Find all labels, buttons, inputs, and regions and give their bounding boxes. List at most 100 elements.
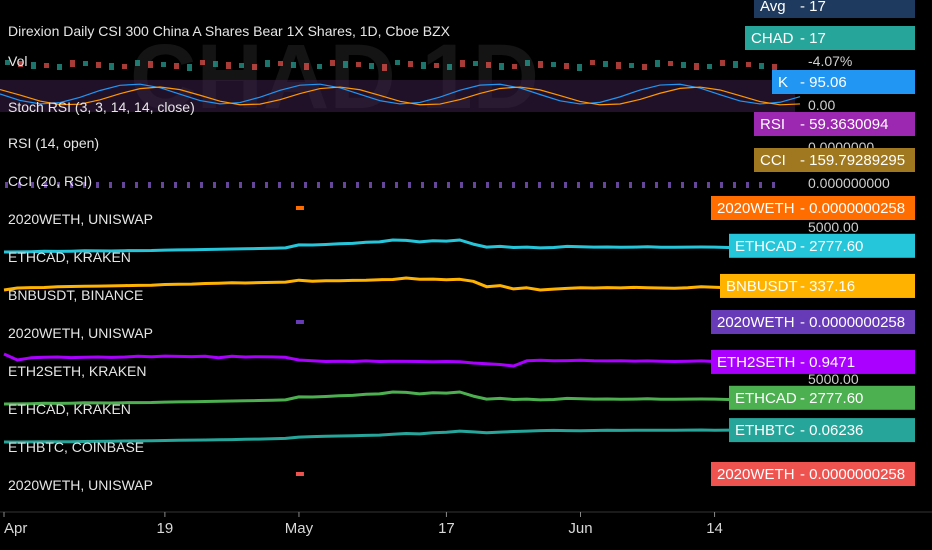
series-line [3, 390, 796, 406]
cci-bar [499, 182, 502, 188]
volume-bar [707, 64, 712, 69]
volume-bar [343, 61, 348, 68]
series-tag-text: ETHCAD [735, 390, 797, 407]
cci-bar [486, 182, 489, 188]
cci-bar [681, 182, 684, 188]
series-tag-text: ETH2SETH [717, 354, 795, 371]
volume-bar [694, 63, 699, 70]
volume-bar [5, 60, 10, 65]
series-value-text: - 0.9471 [800, 354, 855, 371]
volume-bar [213, 61, 218, 67]
cci-bar [304, 182, 307, 188]
volume-bar [291, 62, 296, 68]
series-value-text: - 0.06236 [800, 422, 863, 439]
cci-bar [447, 182, 450, 188]
volume-bar [252, 64, 257, 70]
volume-bar [317, 64, 322, 69]
volume-bar [486, 62, 491, 68]
volume-bar [200, 60, 205, 65]
volume-bar [473, 61, 478, 66]
volume-bar [642, 64, 647, 70]
series-line [3, 238, 796, 254]
top-sub-text: 0.00 [808, 97, 835, 113]
chart-title: Direxion Daily CSI 300 China A Shares Be… [8, 23, 451, 39]
cci-bar [213, 182, 216, 188]
volume-bar [265, 60, 270, 67]
cci-bar [278, 182, 281, 188]
volume-bar [603, 61, 608, 67]
top-value-text: - 17 [800, 30, 826, 47]
series-value-box [795, 233, 915, 258]
series-marker [295, 206, 304, 210]
cci-bar [239, 182, 242, 188]
series-sub-label: 5000.00 [808, 219, 859, 235]
cci-bar [135, 182, 138, 188]
volume-bar [226, 62, 231, 69]
top-tag-box [754, 112, 795, 136]
stoch-d-line [0, 86, 801, 106]
volume-bar [330, 60, 335, 66]
volume-bar [681, 62, 686, 68]
volume-bar [382, 64, 387, 71]
series-label: ETH2SETH, KRAKEN [8, 363, 146, 379]
volume-bar [447, 64, 452, 70]
cci-bar [96, 182, 99, 188]
series-value-box [795, 385, 915, 410]
series-value-box [795, 310, 915, 334]
cci-bar [18, 182, 21, 188]
series-tag-box [729, 418, 795, 443]
cci-bar [148, 182, 151, 188]
series-value-text: - 2777.60 [800, 238, 863, 255]
series-tag-text: 2020WETH [717, 466, 795, 483]
cci-bar [395, 182, 398, 188]
cci-bar [343, 182, 346, 188]
cci-bar [382, 182, 385, 188]
cci-bar [577, 182, 580, 188]
volume-bar [70, 60, 75, 67]
volume-bar [733, 61, 738, 68]
cci-bar [603, 182, 606, 188]
volume-bar [525, 60, 530, 66]
volume-bar [746, 62, 751, 67]
series-label: ETHCAD, KRAKEN [8, 249, 131, 265]
cci-bar [473, 182, 476, 188]
series-value-text: - 0.0000000258 [800, 200, 905, 217]
cci-bar [252, 182, 255, 188]
cci-bar [122, 182, 125, 188]
volume-bar [122, 64, 127, 69]
cci-bar [590, 182, 593, 188]
cci-bar [694, 182, 697, 188]
stoch-k-line [0, 83, 801, 105]
cci-bar [733, 182, 736, 188]
series-line [4, 428, 795, 444]
cci-bar [551, 182, 554, 188]
x-tick-label: Jun [568, 520, 592, 537]
volume-bar [57, 64, 62, 70]
top-tag-text: Avg [760, 0, 786, 15]
cci-bar [161, 182, 164, 188]
top-value-box [795, 0, 915, 18]
pane-label: CCI (20, RSI) [8, 173, 92, 189]
volume-bar [434, 63, 439, 68]
cci-bar [408, 182, 411, 188]
series-sub-label: 5000.00 [808, 371, 859, 387]
x-tick-label: 14 [706, 520, 723, 537]
top-value-text: - 95.06 [800, 74, 847, 91]
cci-bar [57, 182, 60, 188]
volume-bar [720, 60, 725, 66]
volume-bar [31, 62, 36, 69]
cci-bar [291, 182, 294, 188]
volume-bar [564, 63, 569, 69]
volume-bar [408, 61, 413, 67]
volume-bar [551, 62, 556, 67]
series-label: ETHBTC, COINBASE [8, 439, 144, 455]
cci-bar [707, 182, 710, 188]
pane-label: RSI (14, open) [8, 135, 99, 151]
cci-bar [356, 182, 359, 188]
volume-bar [395, 60, 400, 65]
series-tag-box [711, 462, 795, 486]
volume-bar [655, 60, 660, 67]
series-value-box [795, 196, 915, 220]
